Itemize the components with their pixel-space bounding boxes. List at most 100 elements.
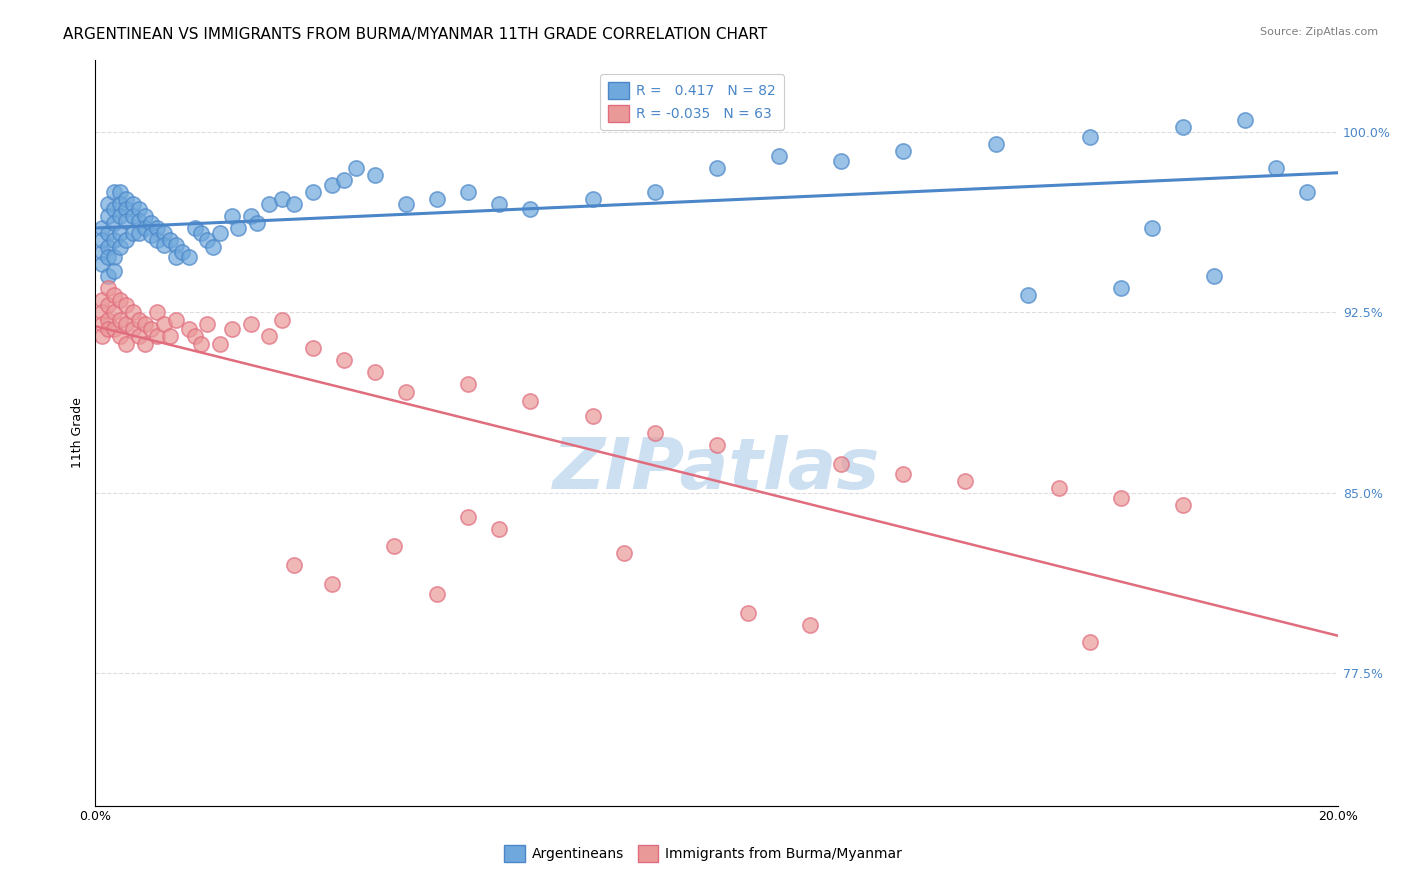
Point bbox=[270, 192, 292, 206]
Point bbox=[259, 329, 281, 343]
Point bbox=[90, 257, 112, 271]
Point bbox=[830, 153, 852, 168]
Point bbox=[103, 185, 125, 199]
Point bbox=[246, 216, 269, 230]
Point bbox=[1265, 161, 1288, 175]
Point bbox=[97, 312, 120, 326]
Y-axis label: 11th Grade: 11th Grade bbox=[72, 397, 84, 468]
Point bbox=[221, 322, 243, 336]
Point bbox=[208, 336, 231, 351]
Point bbox=[97, 240, 120, 254]
Point bbox=[121, 305, 143, 319]
Point bbox=[103, 202, 125, 216]
Point bbox=[706, 161, 728, 175]
Point bbox=[321, 577, 343, 591]
Point bbox=[159, 233, 181, 247]
Point bbox=[121, 197, 143, 211]
Point bbox=[165, 238, 187, 252]
Point bbox=[891, 467, 914, 481]
Point bbox=[115, 318, 138, 332]
Point bbox=[364, 366, 387, 380]
Point bbox=[395, 197, 418, 211]
Point bbox=[97, 322, 120, 336]
Point bbox=[97, 281, 120, 295]
Point bbox=[103, 250, 125, 264]
Point bbox=[830, 457, 852, 471]
Point bbox=[115, 214, 138, 228]
Point bbox=[581, 192, 603, 206]
Point bbox=[382, 539, 405, 553]
Point bbox=[706, 437, 728, 451]
Point bbox=[239, 318, 262, 332]
Point bbox=[108, 329, 131, 343]
Point bbox=[141, 228, 163, 243]
Point bbox=[141, 322, 163, 336]
Point bbox=[152, 318, 174, 332]
Point bbox=[115, 336, 138, 351]
Point bbox=[737, 606, 759, 620]
Point bbox=[90, 305, 112, 319]
Point bbox=[302, 342, 325, 356]
Point bbox=[519, 202, 541, 216]
Point bbox=[103, 288, 125, 302]
Point bbox=[108, 240, 131, 254]
Point bbox=[488, 522, 510, 536]
Point bbox=[115, 192, 138, 206]
Point bbox=[121, 322, 143, 336]
Point bbox=[97, 226, 120, 240]
Point bbox=[613, 546, 636, 560]
Point bbox=[333, 173, 356, 187]
Point bbox=[344, 161, 367, 175]
Point bbox=[644, 185, 666, 199]
Text: Source: ZipAtlas.com: Source: ZipAtlas.com bbox=[1260, 27, 1378, 37]
Point bbox=[768, 149, 790, 163]
Point bbox=[146, 221, 169, 235]
Point bbox=[134, 221, 156, 235]
Point bbox=[891, 144, 914, 158]
Point bbox=[134, 209, 156, 223]
Point bbox=[172, 245, 194, 260]
Point bbox=[202, 240, 225, 254]
Point bbox=[221, 209, 243, 223]
Point bbox=[121, 209, 143, 223]
Point bbox=[1234, 112, 1257, 127]
Point bbox=[128, 226, 150, 240]
Point bbox=[128, 329, 150, 343]
Point bbox=[208, 226, 231, 240]
Point bbox=[259, 197, 281, 211]
Point bbox=[115, 202, 138, 216]
Point bbox=[1109, 281, 1132, 295]
Point bbox=[184, 329, 207, 343]
Point bbox=[177, 322, 200, 336]
Point bbox=[955, 474, 977, 488]
Point bbox=[426, 587, 449, 601]
Point bbox=[103, 322, 125, 336]
Point bbox=[97, 298, 120, 312]
Point bbox=[108, 185, 131, 199]
Point bbox=[177, 250, 200, 264]
Point bbox=[226, 221, 249, 235]
Point bbox=[134, 318, 156, 332]
Point bbox=[1078, 129, 1101, 144]
Point bbox=[581, 409, 603, 423]
Point bbox=[90, 329, 112, 343]
Point bbox=[103, 216, 125, 230]
Point bbox=[1140, 221, 1163, 235]
Point bbox=[115, 298, 138, 312]
Point bbox=[134, 336, 156, 351]
Point bbox=[90, 221, 112, 235]
Point bbox=[1017, 288, 1039, 302]
Text: ZIPatlas: ZIPatlas bbox=[553, 435, 880, 504]
Point bbox=[103, 305, 125, 319]
Point bbox=[1047, 481, 1070, 495]
Point bbox=[195, 318, 218, 332]
Point bbox=[103, 264, 125, 278]
Point bbox=[90, 293, 112, 308]
Point bbox=[302, 185, 325, 199]
Point bbox=[146, 233, 169, 247]
Point bbox=[283, 558, 305, 572]
Point bbox=[165, 250, 187, 264]
Point bbox=[364, 168, 387, 182]
Point bbox=[519, 394, 541, 409]
Point bbox=[1171, 120, 1194, 134]
